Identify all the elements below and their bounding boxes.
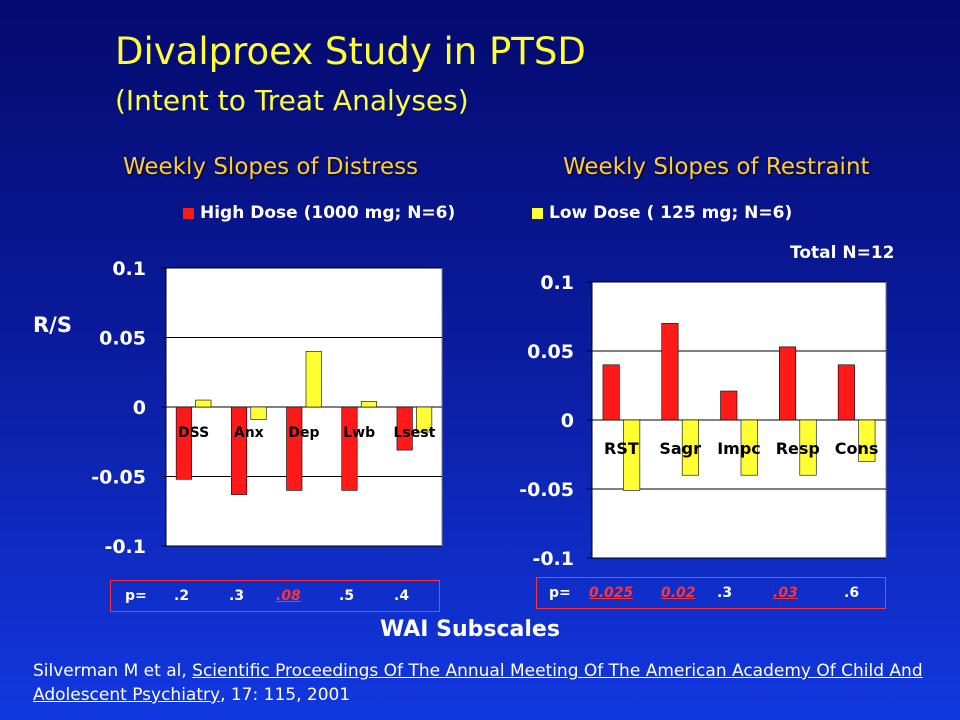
- citation-rest: , 17: 115, 2001: [220, 685, 351, 705]
- x-axis-label: WAI Subscales: [380, 617, 560, 642]
- legend-swatch-high: [183, 207, 194, 219]
- pvalue-item: .3: [229, 588, 245, 604]
- page-title: Divalproex Study in PTSD: [115, 30, 586, 73]
- pvalue-box-distress: p= .2 .3 .08 .5 .4: [110, 580, 440, 612]
- y-tick-label-restraint: -0.1: [532, 548, 574, 570]
- panel-title-distress: Weekly Slopes of Distress: [123, 154, 419, 180]
- bar-restraint-low-rst: [623, 419, 641, 491]
- bar-restraint-high-resp: [779, 346, 797, 421]
- legend-low-label: Low Dose ( 125 mg; N=6): [549, 203, 793, 223]
- x-tick-label-resp: Resp: [776, 439, 820, 458]
- bar-distress-low-dep: [305, 351, 322, 408]
- x-tick-label-lwb: Lwb: [343, 425, 375, 441]
- y-tick-label-distress: -0.1: [104, 536, 146, 558]
- bar-restraint-high-impc: [720, 390, 738, 421]
- pvalue-item: .5: [339, 588, 355, 604]
- y-tick-label-restraint: 0.1: [540, 272, 574, 294]
- legend-low-dose: Low Dose ( 125 mg; N=6): [532, 203, 792, 223]
- citation: Silverman M et al, Scientific Proceeding…: [33, 659, 928, 707]
- panel-title-restraint: Weekly Slopes of Restraint: [563, 154, 870, 180]
- y-tick-label-distress: 0.1: [112, 258, 146, 280]
- pvalue-prefix: p=: [549, 585, 571, 601]
- pvalue-prefix: p=: [125, 588, 147, 604]
- x-tick-label-dss: DSS: [178, 425, 209, 441]
- y-tick-label-distress: 0.05: [99, 328, 146, 350]
- y-tick-label-restraint: 0: [561, 410, 574, 432]
- total-n-label: Total N=12: [790, 243, 895, 263]
- pvalue-item: .2: [174, 588, 190, 604]
- pvalue-item: .4: [394, 588, 410, 604]
- y-tick-label-distress: -0.05: [91, 467, 146, 489]
- x-tick-label-lsest: Lsest: [394, 425, 436, 441]
- bar-restraint-high-sagr: [661, 323, 679, 421]
- bar-restraint-low-cons: [858, 419, 876, 462]
- y-tick-label-restraint: 0.05: [527, 341, 574, 363]
- pvalue-item: 0.02: [661, 585, 696, 601]
- x-tick-label-anx: Anx: [234, 425, 264, 441]
- pvalue-item: .03: [773, 585, 798, 601]
- pvalue-item: .3: [717, 585, 733, 601]
- x-tick-label-impc: Impc: [717, 439, 761, 458]
- bar-distress-low-lsest: [416, 406, 433, 433]
- pvalue-box-restraint: p= 0.025 0.02 .3 .03 .6: [536, 577, 886, 609]
- pvalue-item: 0.025: [589, 585, 634, 601]
- citation-source: Scientific Proceedings Of The Annual Mee…: [33, 661, 923, 705]
- bar-distress-high-lwb: [341, 406, 358, 491]
- x-tick-label-cons: Cons: [835, 439, 879, 458]
- bar-restraint-high-rst: [602, 364, 620, 421]
- bar-restraint-low-sagr: [681, 419, 699, 476]
- y-tick-label-restraint: -0.05: [519, 479, 574, 501]
- bar-distress-high-dep: [286, 406, 303, 491]
- x-tick-label-sagr: Sagr: [659, 439, 701, 458]
- legend-high-label: High Dose (1000 mg; N=6): [200, 203, 456, 223]
- page-subtitle: (Intent to Treat Analyses): [115, 84, 469, 117]
- bar-distress-high-anx: [231, 406, 248, 495]
- x-tick-label-rst: RST: [604, 439, 639, 458]
- bar-restraint-high-cons: [837, 364, 855, 421]
- citation-authors: Silverman M et al,: [33, 661, 193, 681]
- y-axis-label: R/S: [33, 313, 72, 337]
- bar-distress-low-lwb: [360, 401, 377, 408]
- pvalue-item: .08: [276, 588, 301, 604]
- legend-swatch-low: [532, 207, 543, 219]
- x-tick-label-dep: Dep: [288, 425, 319, 441]
- bar-restraint-low-resp: [799, 419, 817, 476]
- legend-high-dose: High Dose (1000 mg; N=6): [183, 203, 455, 223]
- bar-distress-low-dss: [195, 399, 212, 408]
- bar-distress-high-dss: [175, 406, 192, 480]
- bar-restraint-low-impc: [740, 419, 758, 476]
- bar-distress-high-lsest: [396, 406, 413, 451]
- y-tick-label-distress: 0: [133, 397, 146, 419]
- bar-distress-low-anx: [250, 406, 267, 420]
- pvalue-item: .6: [844, 585, 860, 601]
